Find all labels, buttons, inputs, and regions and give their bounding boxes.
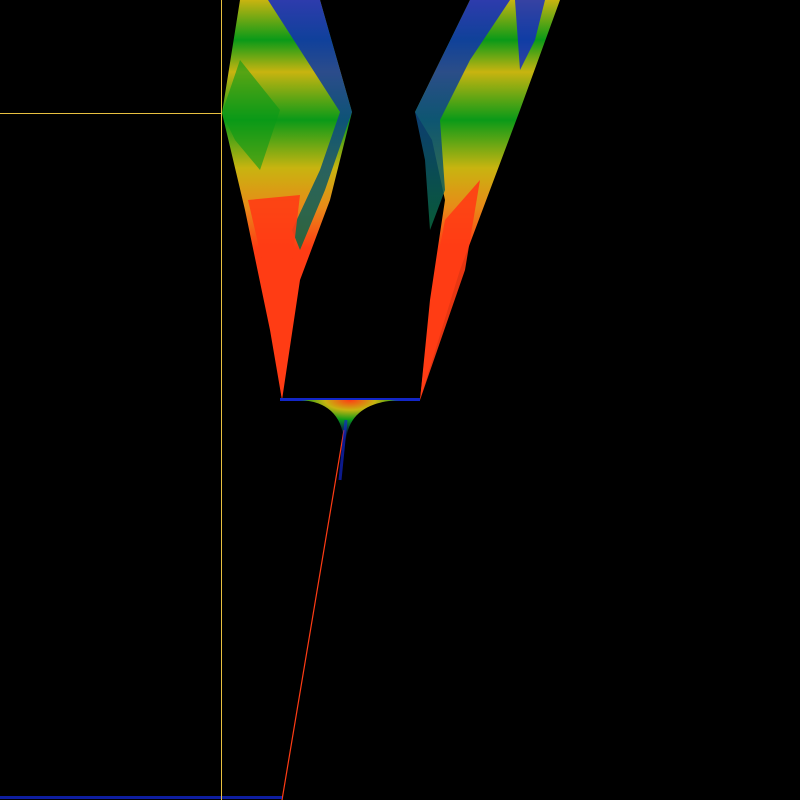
stem-throat <box>300 400 400 440</box>
right-wing <box>415 0 560 400</box>
bottom-edge <box>0 796 282 799</box>
crosshair-vertical <box>221 0 222 800</box>
stem-line <box>281 429 345 800</box>
crosshair-horizontal <box>0 113 222 114</box>
left-wing <box>222 0 352 400</box>
stem-cap <box>280 398 420 401</box>
